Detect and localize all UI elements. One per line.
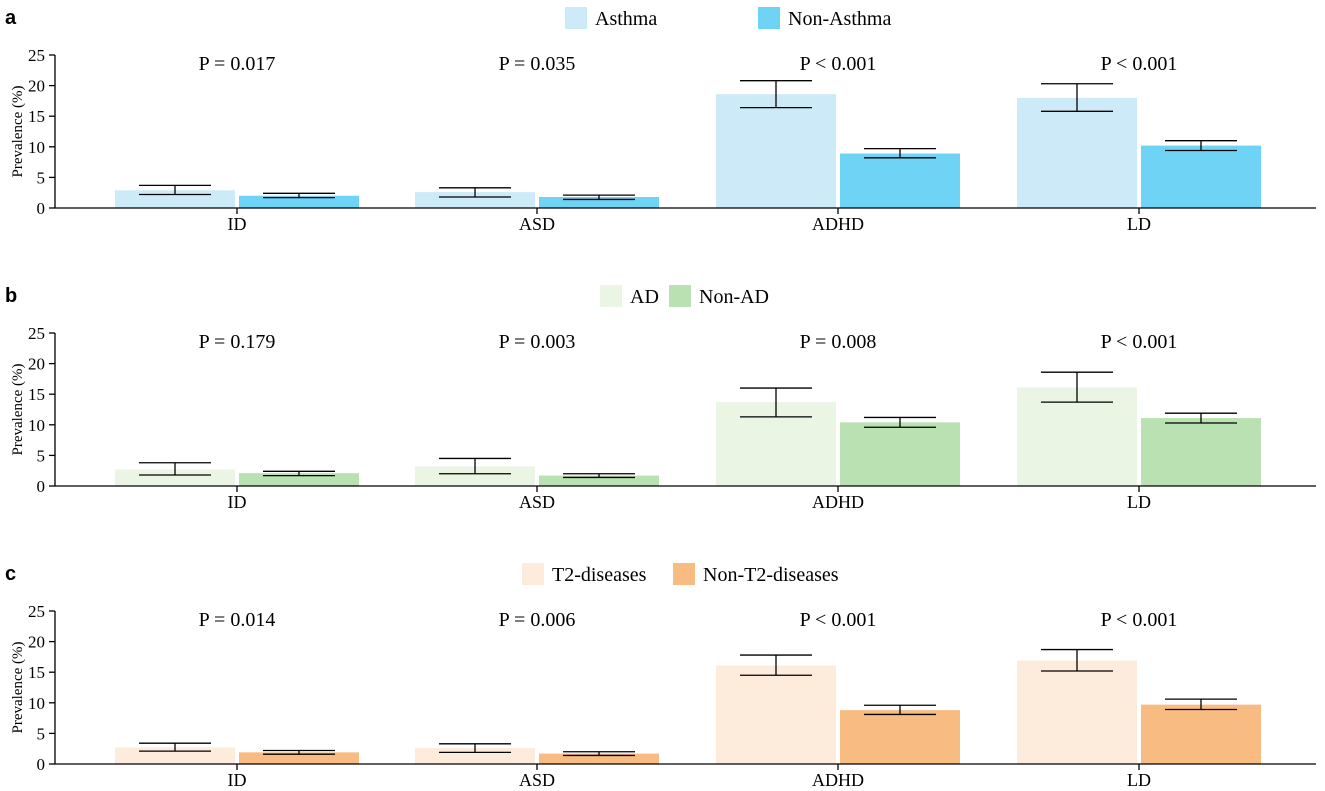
legend-swatch [522, 563, 544, 585]
x-tick-label: ADHD [812, 492, 864, 512]
p-value-label: P = 0.006 [499, 609, 576, 631]
y-axis-label: Prevalence (%) [10, 85, 26, 177]
bar-non-ad [1141, 418, 1261, 486]
y-tick-label: 0 [37, 755, 46, 774]
x-tick-label: ASD [519, 214, 555, 234]
legend-swatch [669, 285, 691, 307]
y-tick-label: 25 [28, 602, 45, 621]
y-tick-label: 5 [37, 168, 46, 187]
bar-asthma [716, 94, 836, 208]
x-tick-label: LD [1127, 214, 1151, 234]
y-axis-label: Prevalence (%) [10, 363, 26, 455]
p-value-label: P = 0.003 [499, 331, 576, 353]
legend-label: AD [630, 286, 659, 308]
x-tick-label: ASD [519, 770, 555, 790]
y-tick-label: 10 [28, 138, 45, 157]
legend-swatch [565, 7, 587, 29]
y-tick-label: 5 [37, 446, 46, 465]
y-tick-label: 15 [28, 107, 45, 126]
bar-ad [1017, 387, 1137, 486]
y-tick-label: 5 [37, 724, 46, 743]
x-tick-label: ID [228, 770, 247, 790]
legend-label: Non-Asthma [788, 8, 891, 30]
y-tick-label: 20 [28, 633, 45, 652]
bar-ad [115, 469, 235, 486]
bar-non-asthma [1141, 145, 1261, 208]
y-tick-label: 20 [28, 355, 45, 374]
p-value-label: P < 0.001 [1101, 609, 1178, 631]
bar-non-t2-diseases [539, 753, 659, 764]
x-tick-label: ID [228, 492, 247, 512]
p-value-label: P = 0.179 [199, 331, 276, 353]
bar-non-asthma [840, 153, 960, 208]
p-value-label: P = 0.008 [800, 331, 877, 353]
panel-letter: c [5, 563, 16, 585]
y-tick-label: 0 [37, 477, 46, 496]
bar-non-ad [539, 475, 659, 486]
bar-asthma [415, 192, 535, 208]
legend-label: Non-AD [699, 286, 769, 308]
bar-non-t2-diseases [239, 752, 359, 764]
panel-a: a Asthma Non-Asthma 0 5 10 15 20 25 Prevalence (%… [5, 7, 1316, 234]
bar-non-t2-diseases [1141, 704, 1261, 764]
p-value-label: P = 0.035 [499, 53, 576, 75]
x-tick-label: LD [1127, 492, 1151, 512]
bar-t2-diseases [1017, 660, 1137, 764]
p-value-label: P < 0.001 [800, 609, 877, 631]
legend-label: Non-T2-diseases [703, 564, 839, 586]
x-tick-label: ID [228, 214, 247, 234]
p-value-label: P = 0.017 [199, 53, 276, 75]
y-tick-label: 10 [28, 416, 45, 435]
bar-non-asthma [239, 195, 359, 208]
y-tick-label: 20 [28, 77, 45, 96]
bar-asthma [1017, 97, 1137, 208]
y-tick-label: 15 [28, 663, 45, 682]
legend-label: T2-diseases [552, 564, 647, 586]
x-tick-label: ADHD [812, 214, 864, 234]
p-value-label: P < 0.001 [800, 53, 877, 75]
bar-non-ad [840, 422, 960, 486]
x-tick-label: LD [1127, 770, 1151, 790]
y-tick-label: 25 [28, 324, 45, 343]
bar-non-ad [239, 473, 359, 486]
y-tick-label: 0 [37, 199, 46, 218]
panel-b: b AD Non-AD 0 5 10 15 20 25 Prevalence (%) P = 0.1… [5, 285, 1316, 512]
legend-label: Asthma [595, 8, 657, 30]
legend-swatch [600, 285, 622, 307]
p-value-label: P < 0.001 [1101, 331, 1178, 353]
bar-t2-diseases [716, 665, 836, 764]
y-tick-label: 15 [28, 385, 45, 404]
y-axis-label: Prevalence (%) [10, 641, 26, 733]
bar-ad [415, 466, 535, 486]
panel-letter: b [5, 285, 17, 307]
p-value-label: P < 0.001 [1101, 53, 1178, 75]
y-tick-label: 25 [28, 46, 45, 65]
x-tick-label: ASD [519, 492, 555, 512]
y-tick-label: 10 [28, 694, 45, 713]
bar-non-t2-diseases [840, 710, 960, 764]
x-tick-label: ADHD [812, 770, 864, 790]
p-value-label: P = 0.014 [199, 609, 276, 631]
legend-swatch [758, 7, 780, 29]
panel-letter: a [5, 7, 17, 29]
panel-c: c T2-diseases Non-T2-diseases 0 5 10 15 20 25 Pre… [5, 563, 1316, 790]
legend-swatch [673, 563, 695, 585]
bar-non-asthma [539, 196, 659, 208]
